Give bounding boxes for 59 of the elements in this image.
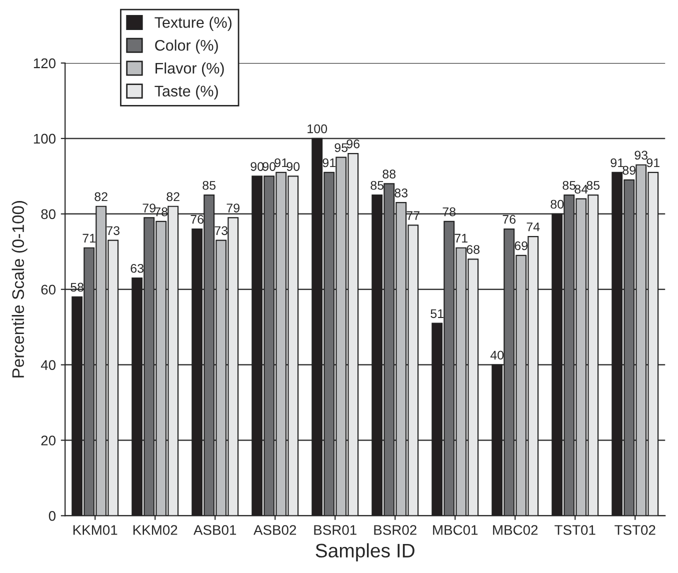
data-label: 91 xyxy=(610,158,624,168)
data-label: 79 xyxy=(142,204,156,212)
data-label: 82 xyxy=(166,192,180,202)
legend-label: Taste (%) xyxy=(154,85,218,100)
data-label: 93 xyxy=(634,150,648,160)
data-label: 100 xyxy=(308,124,328,134)
data-label: 90 xyxy=(286,162,300,171)
data-label: 89 xyxy=(622,166,636,175)
y-tick-label: 100 xyxy=(34,134,56,144)
x-tick-label: KKM01 xyxy=(73,525,118,535)
data-label: 88 xyxy=(382,170,396,178)
data-label: 68 xyxy=(466,245,480,254)
data-label: 69 xyxy=(514,241,528,250)
data-label: 90 xyxy=(250,162,264,171)
y-tick-label: 20 xyxy=(41,436,56,446)
y-axis-title: Percentile Scale (0-100) xyxy=(12,201,28,378)
data-label: 95 xyxy=(334,143,348,152)
data-label: 85 xyxy=(370,180,384,190)
y-tick-label: 120 xyxy=(34,58,56,68)
data-label: 51 xyxy=(430,309,444,318)
x-tick-label: KKM02 xyxy=(133,525,178,535)
data-label: 76 xyxy=(190,214,204,224)
data-label: 40 xyxy=(490,350,504,360)
data-label: 71 xyxy=(82,234,96,242)
data-label: 91 xyxy=(322,158,336,168)
data-label: 74 xyxy=(526,222,540,232)
x-tick-label: ASB02 xyxy=(254,525,296,535)
legend-label: Flavor (%) xyxy=(156,62,224,77)
data-label: 73 xyxy=(214,226,228,236)
y-tick-label: 80 xyxy=(41,209,56,220)
x-tick-label: TST01 xyxy=(554,525,596,535)
data-label: 76 xyxy=(502,214,516,224)
legend-label: Texture (%) xyxy=(154,16,232,31)
data-label: 73 xyxy=(106,226,120,236)
x-tick-label: TST02 xyxy=(614,525,656,535)
data-label: 96 xyxy=(346,139,360,148)
data-label: 85 xyxy=(202,180,216,190)
data-label: 85 xyxy=(586,180,600,190)
data-label: 91 xyxy=(274,158,288,168)
x-tick-label: MBC02 xyxy=(493,525,538,535)
data-label: 85 xyxy=(562,180,576,190)
legend-label: Color (%) xyxy=(155,40,218,54)
data-label: 71 xyxy=(454,234,468,242)
data-label: 83 xyxy=(394,188,408,198)
y-tick-label: 40 xyxy=(40,360,56,370)
x-tick-label: MBC01 xyxy=(433,525,478,535)
y-tick-label: 0 xyxy=(48,511,56,521)
data-label: 84 xyxy=(574,184,588,194)
x-tick-label: BSR01 xyxy=(314,525,356,535)
data-label: 91 xyxy=(646,158,660,168)
data-label: 90 xyxy=(262,162,276,171)
data-label: 82 xyxy=(94,192,108,202)
data-label: 80 xyxy=(550,200,564,209)
data-label: 79 xyxy=(226,204,240,212)
x-tick-label: BSR02 xyxy=(374,525,416,535)
x-axis-title: Samples ID xyxy=(316,543,414,562)
data-label: 63 xyxy=(130,264,144,273)
x-tick-label: ASB01 xyxy=(194,525,236,535)
y-tick-label: 60 xyxy=(41,284,56,295)
